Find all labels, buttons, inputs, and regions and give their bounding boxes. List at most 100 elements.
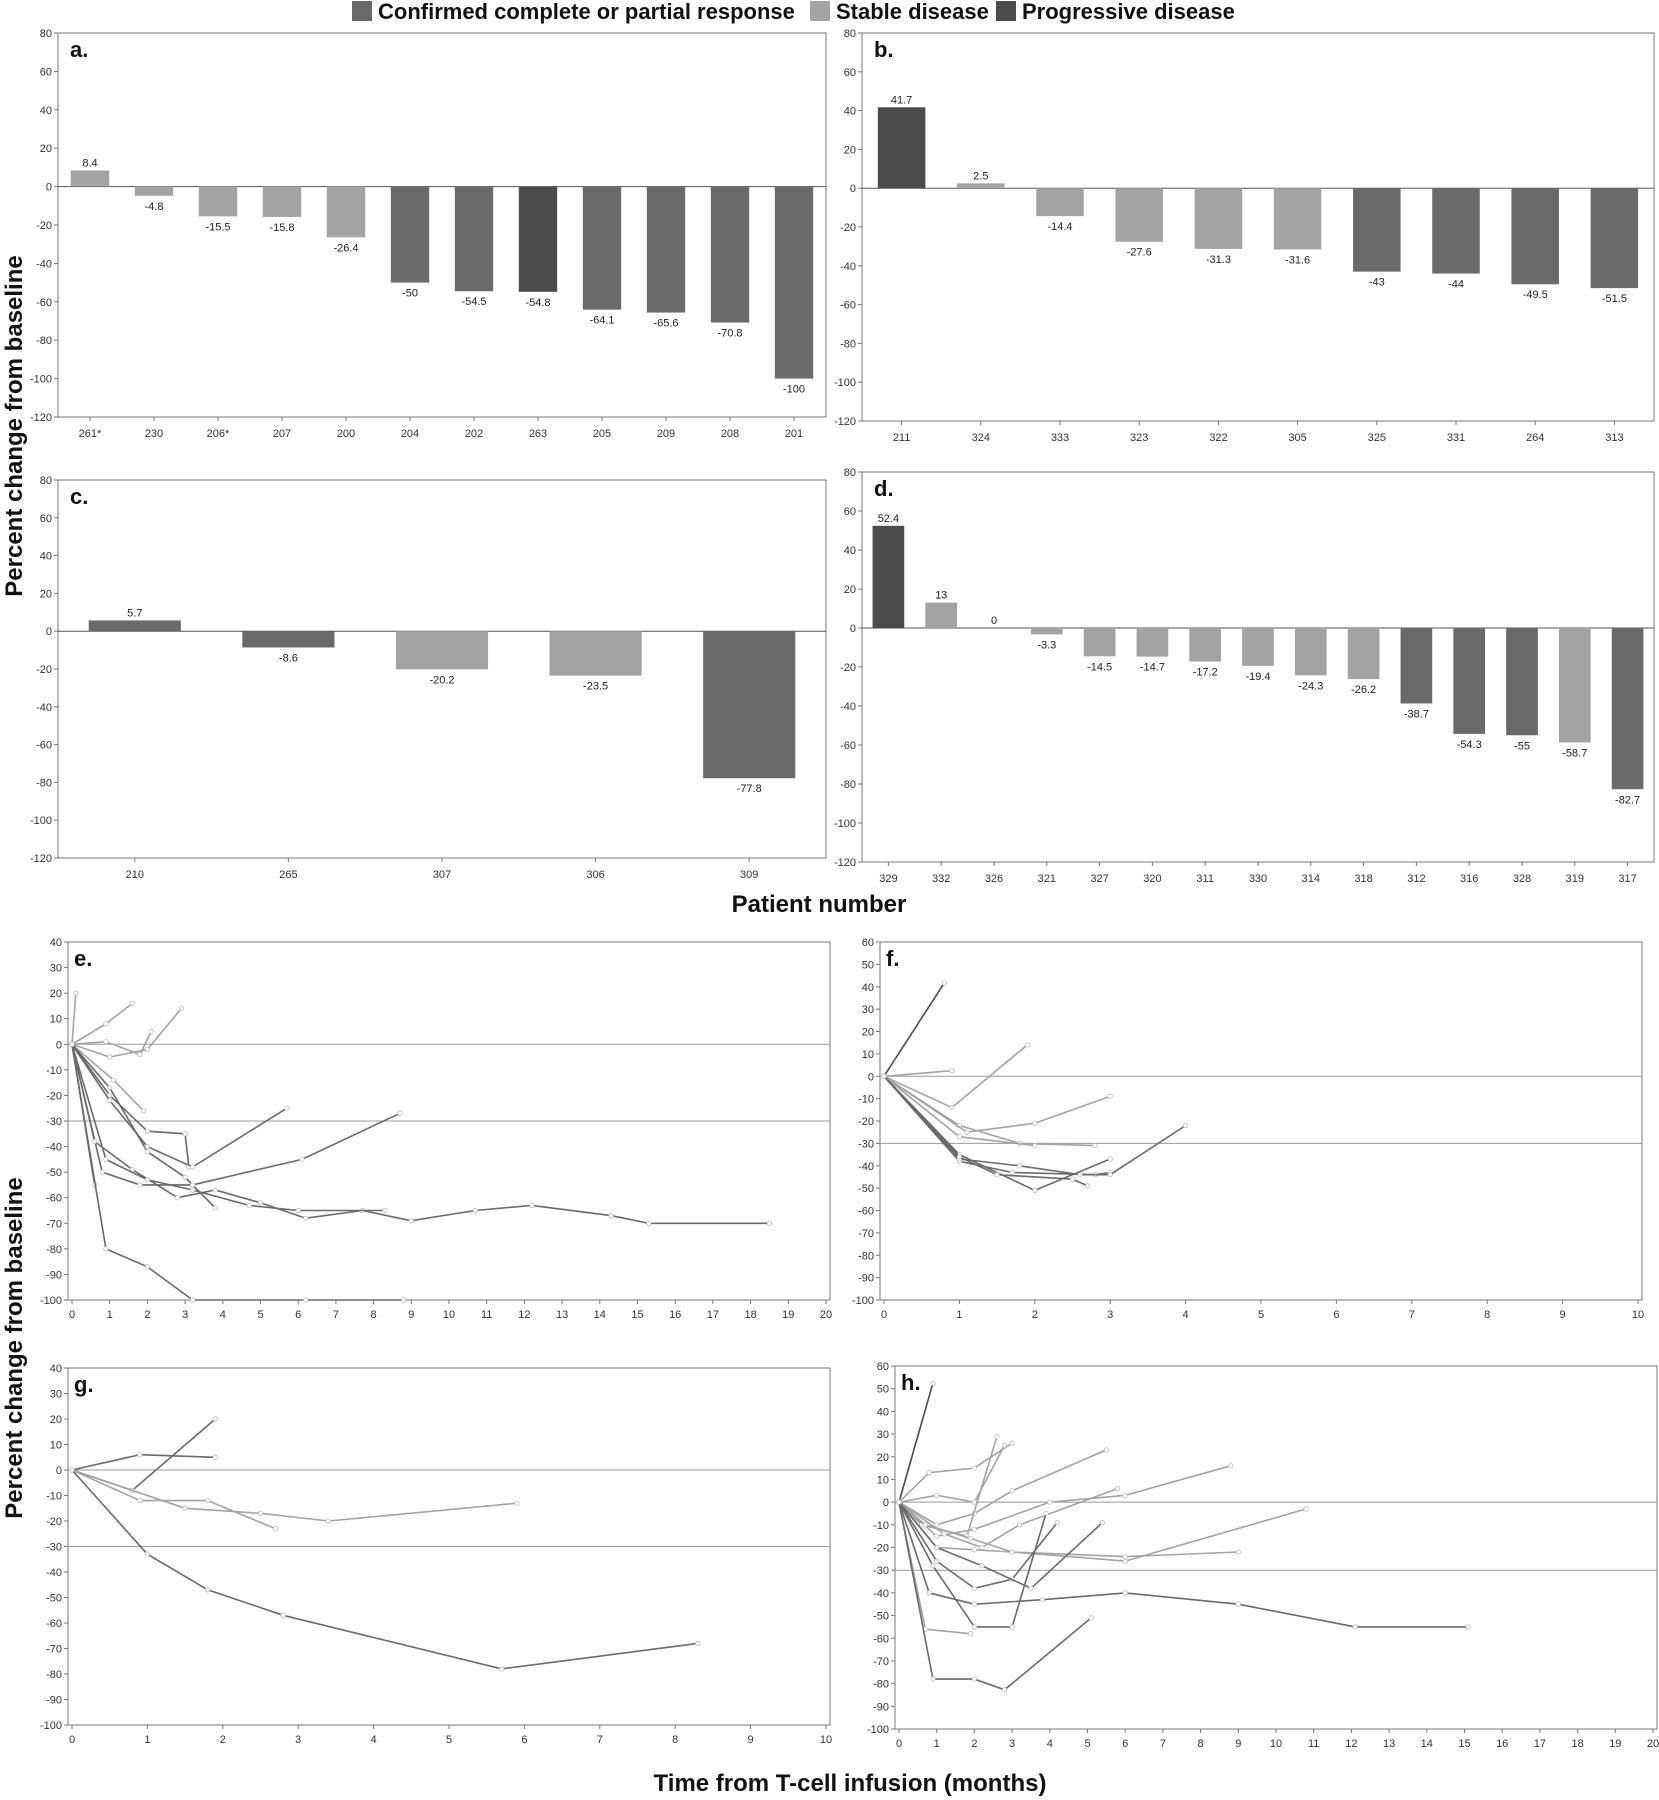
y-tick-label: -50 [46, 1593, 62, 1605]
data-point [1001, 1442, 1008, 1449]
bar [549, 631, 642, 676]
x-tick-label: 8 [672, 1734, 678, 1746]
x-tick-label: 1 [107, 1309, 113, 1321]
bar [1273, 188, 1322, 250]
data-label: -55 [1514, 740, 1530, 752]
y-tick-label: 20 [40, 588, 52, 600]
data-point [896, 1499, 902, 1505]
bar [1453, 628, 1486, 734]
data-point [212, 1416, 218, 1422]
data-label: -14.4 [1047, 221, 1072, 233]
y-tick-label: -10 [858, 1094, 874, 1106]
data-point [92, 1138, 98, 1145]
bar [925, 602, 958, 628]
bar [1558, 628, 1591, 743]
x-tick-label: 211 [893, 432, 911, 444]
data-point [1009, 1488, 1015, 1494]
data-point [994, 1433, 1000, 1439]
x-tick-label: 326 [985, 873, 1003, 885]
x-tick-label: 200 [337, 428, 355, 440]
data-point [107, 1092, 113, 1099]
data-label: -3.3 [1037, 639, 1056, 651]
y-tick-label: -90 [46, 1269, 62, 1281]
y-tick-label: -100 [867, 1724, 889, 1736]
series-line [71, 1031, 152, 1056]
panel-e: e.-100-90-80-70-60-50-40-30-20-100102030… [40, 937, 832, 1321]
data-point [934, 1522, 940, 1528]
data-point [205, 1498, 211, 1504]
data-point [934, 1492, 940, 1498]
data-point [979, 1544, 985, 1551]
data-label: -44 [1448, 279, 1464, 291]
y-tick-label: 0 [56, 1039, 62, 1051]
data-label: 13 [935, 590, 947, 602]
y-tick-label: 40 [844, 106, 856, 118]
data-point [930, 1380, 936, 1386]
x-tick-label: 209 [657, 428, 675, 440]
data-point [144, 1264, 150, 1270]
x-tick-label: 311 [1196, 873, 1214, 885]
x-tick-label: 331 [1447, 432, 1465, 444]
data-point [1039, 1597, 1045, 1603]
data-label: -38.7 [1404, 708, 1429, 720]
x-tick-label: 6 [1122, 1738, 1128, 1750]
data-point [971, 1465, 978, 1471]
data-label: -58.7 [1562, 747, 1587, 759]
series-line [883, 1075, 1111, 1134]
panel-label: f. [886, 946, 899, 971]
data-label: -20.2 [429, 674, 454, 686]
bar [454, 186, 494, 292]
x-tick-label: 314 [1302, 873, 1320, 885]
y-tick-label: -80 [840, 338, 856, 350]
data-point [1009, 1169, 1015, 1176]
y-tick-label: -50 [858, 1183, 874, 1195]
data-label: -26.4 [333, 242, 358, 254]
x-tick-label: 16 [1496, 1738, 1508, 1750]
data-point [1092, 1143, 1098, 1149]
x-tick-label: 19 [1609, 1738, 1621, 1750]
y-tick-label: 40 [50, 1363, 62, 1375]
data-point [69, 1041, 75, 1047]
data-point [881, 1073, 887, 1079]
y-tick-label: -80 [858, 1250, 874, 1262]
data-point [174, 1195, 181, 1201]
x-tick-label: 325 [1368, 432, 1386, 444]
data-point [99, 1169, 105, 1175]
series-line [71, 1453, 216, 1471]
x-tick-label: 263 [529, 428, 547, 440]
data-label: -15.8 [269, 222, 294, 234]
y-axis-label-top: Percent change from baseline [1, 255, 28, 596]
y-tick-label: -80 [46, 1669, 62, 1681]
legend-swatch-stable [810, 1, 830, 21]
panel-d: d. -120 -100 -80 -60 -40 -20 0 20 40 60 80 52.4 329 13… [834, 467, 1655, 885]
data-point [1047, 1499, 1053, 1505]
x-tick-label: 10 [1632, 1309, 1644, 1321]
bar [390, 186, 430, 283]
data-point [941, 1531, 947, 1537]
y-tick-label: 20 [862, 1027, 874, 1039]
data-point [103, 1039, 109, 1045]
bar [1189, 628, 1222, 662]
y-tick-label: -100 [30, 815, 52, 827]
bar [88, 620, 181, 632]
data-label: -4.8 [145, 201, 164, 213]
x-tick-label: 316 [1460, 873, 1478, 885]
data-point [107, 1054, 113, 1060]
panel-h: h.-100-90-80-70-60-50-40-30-20-100102030… [867, 1361, 1659, 1750]
series-line [898, 1449, 1107, 1526]
y-tick-label: -80 [36, 777, 52, 789]
y-tick-label: 40 [844, 545, 856, 557]
y-tick-label: 80 [844, 467, 856, 479]
x-tick-label: 16 [669, 1309, 681, 1321]
data-label: -82.7 [1615, 794, 1640, 806]
x-tick-label: 14 [1421, 1738, 1433, 1750]
series-line [71, 1469, 698, 1670]
data-point [934, 1533, 940, 1539]
x-tick-label: 3 [295, 1734, 301, 1746]
plot-frame [879, 941, 1643, 1301]
y-tick-label: 20 [844, 144, 856, 156]
data-point [144, 1128, 150, 1134]
x-tick-label: 4 [1047, 1738, 1053, 1750]
bar [1506, 628, 1538, 736]
x-tick-label: 17 [707, 1309, 719, 1321]
